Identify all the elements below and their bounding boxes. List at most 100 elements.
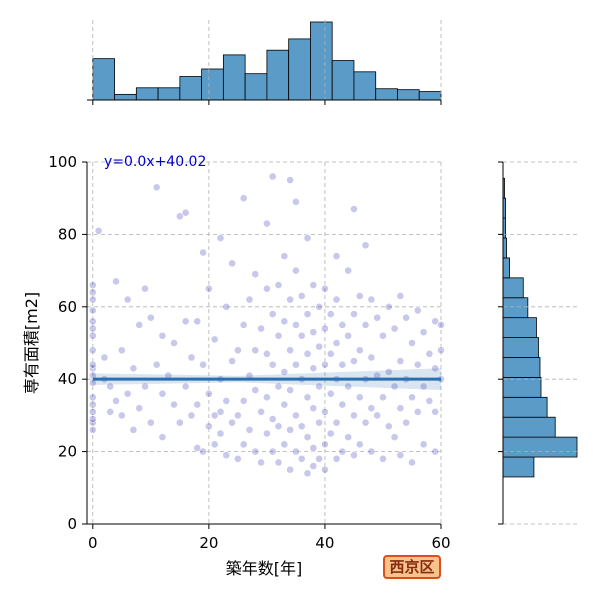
scatter-point xyxy=(309,364,318,373)
scatter-point xyxy=(350,357,358,365)
scatter-point xyxy=(228,357,236,365)
scatter-point xyxy=(338,400,347,409)
top-histogram xyxy=(87,20,442,105)
scatter-point xyxy=(135,404,144,413)
scatter-point xyxy=(361,418,370,427)
scatter-point xyxy=(402,418,411,427)
scatter-point xyxy=(106,407,115,416)
scatter-point xyxy=(321,440,329,449)
scatter-point xyxy=(338,320,347,329)
scatter-point xyxy=(379,454,387,463)
scatter-point xyxy=(263,284,271,293)
scatter-point xyxy=(326,349,335,358)
scatter-point xyxy=(117,346,126,355)
scatter-point xyxy=(187,411,196,420)
scatter-point xyxy=(431,447,440,456)
scatter-point xyxy=(309,404,318,413)
scatter-point xyxy=(228,259,236,268)
scatter-point xyxy=(175,212,184,221)
main-axes: 0 20 40 60 0 20 40 60 80 100 xyxy=(48,153,450,552)
scatter-point xyxy=(286,386,295,394)
scatter-point xyxy=(384,368,393,376)
scatter-point xyxy=(390,324,399,333)
scatter-point xyxy=(419,328,428,337)
right-hist-bar xyxy=(502,237,507,259)
scatter-point xyxy=(344,266,353,275)
scatter-point xyxy=(408,458,416,467)
scatter-point xyxy=(431,364,440,373)
top-hist-bar xyxy=(135,87,159,101)
scatter-point xyxy=(239,194,248,203)
right-hist-bar xyxy=(502,436,578,458)
scatter-point xyxy=(274,458,283,467)
scatter-point xyxy=(251,386,260,394)
scatter-point xyxy=(158,433,167,442)
scatter-point xyxy=(326,389,335,398)
scatter-point xyxy=(286,176,295,184)
scatter-point xyxy=(390,433,399,442)
scatter-point xyxy=(286,346,295,355)
top-hist-bar xyxy=(418,91,442,101)
scatter-point xyxy=(297,454,306,463)
y-tick-label: 0 xyxy=(67,515,77,533)
scatter-point xyxy=(233,411,242,420)
scatter-point xyxy=(88,295,97,304)
scatter-point xyxy=(286,295,295,304)
x-tick-label: 60 xyxy=(431,534,450,552)
scatter-point xyxy=(88,407,97,416)
scatter-point xyxy=(199,447,207,456)
y-tick-label: 100 xyxy=(48,153,77,171)
scatter-point xyxy=(315,342,324,351)
scatter-point xyxy=(361,320,370,329)
scatter-point xyxy=(88,281,97,289)
scatter-point xyxy=(292,320,300,329)
scatter-point xyxy=(152,183,161,192)
scatter-point xyxy=(135,320,144,329)
scatter-point xyxy=(332,295,341,304)
scatter-point xyxy=(146,313,155,322)
scatter-point xyxy=(286,425,295,434)
right-hist-bar xyxy=(502,357,541,378)
scatter-point xyxy=(303,310,312,318)
scatter-point xyxy=(263,349,271,358)
top-hist-bar xyxy=(353,71,377,101)
scatter-point xyxy=(413,306,422,315)
scatter-point xyxy=(309,328,318,337)
top-hist-bar xyxy=(288,38,311,101)
y-tick-label: 60 xyxy=(58,298,77,316)
scatter-point xyxy=(268,415,277,423)
scatter-point xyxy=(286,465,295,474)
scatter-point xyxy=(274,281,283,289)
scatter-point xyxy=(222,397,231,405)
scatter-point xyxy=(274,382,283,391)
scatter-point xyxy=(88,360,97,369)
scatter-point xyxy=(239,320,248,329)
scatter-point xyxy=(222,302,231,311)
scatter-point xyxy=(303,393,312,402)
scatter-point xyxy=(350,205,358,213)
regression-equation: y=0.0x+40.02 xyxy=(104,154,206,170)
scatter-point xyxy=(268,447,277,456)
scatter-point xyxy=(216,234,225,242)
right-hist-bar xyxy=(502,416,556,438)
scatter-point xyxy=(292,266,300,275)
scatter-point xyxy=(251,270,260,279)
scatter-point xyxy=(373,411,382,420)
scatter-point xyxy=(158,331,167,340)
scatter-point xyxy=(396,357,405,365)
scatter-point xyxy=(251,447,260,456)
scatter-point xyxy=(292,411,300,420)
scatter-point xyxy=(437,320,445,329)
scatter-point xyxy=(309,281,318,289)
right-hist-bar xyxy=(502,456,535,478)
scatter-point xyxy=(332,418,341,427)
scatter-point xyxy=(344,382,353,391)
scatter-point xyxy=(233,454,242,463)
scatter-point xyxy=(88,324,97,333)
scatter-point xyxy=(280,400,289,409)
scatter-point xyxy=(437,346,445,355)
scatter-point xyxy=(350,451,358,460)
scatter-point xyxy=(100,353,109,362)
regression-layer xyxy=(92,368,441,390)
scatter-point xyxy=(222,451,231,460)
